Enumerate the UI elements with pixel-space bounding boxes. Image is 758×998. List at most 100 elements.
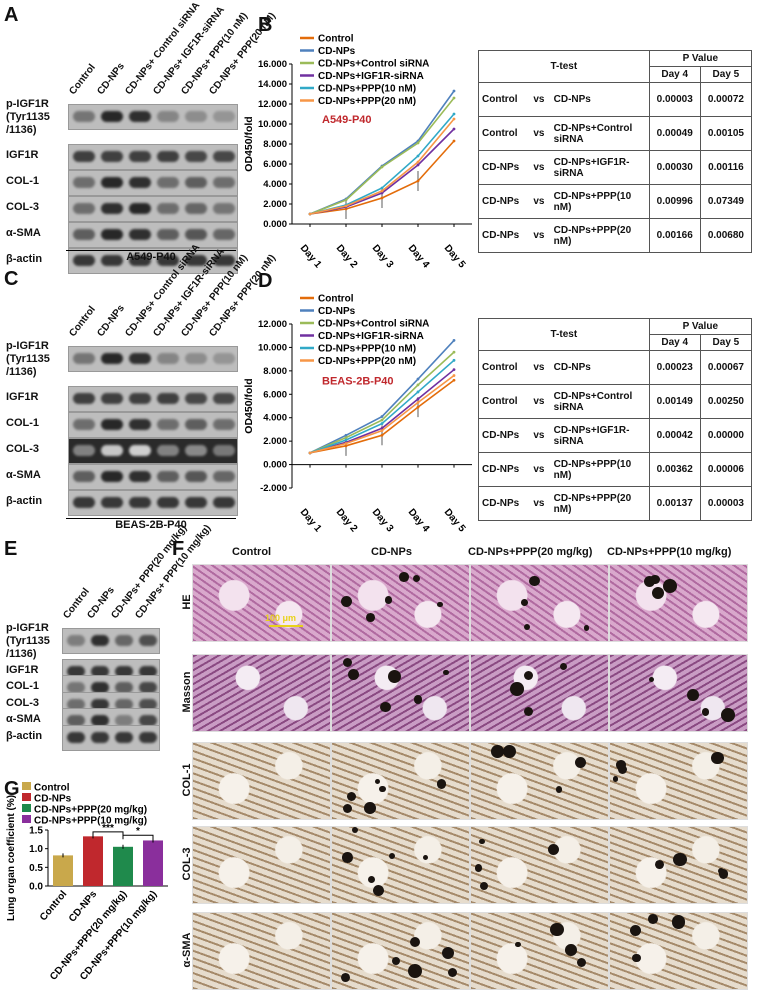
particle-spot bbox=[521, 599, 528, 606]
particle-spot bbox=[509, 682, 524, 696]
particle-spot bbox=[560, 663, 568, 671]
data-point bbox=[452, 117, 456, 121]
table-row: Control vs CD-NPs 0.00003 0.00072 bbox=[478, 82, 753, 117]
data-point bbox=[344, 442, 348, 445]
blot-row-label: COL-1 bbox=[6, 175, 39, 187]
table-row: CD-NPs vs CD-NPs+PPP(20 nM) 0.00166 0.00680 bbox=[478, 218, 753, 253]
data-point bbox=[380, 196, 384, 200]
legend-entry: Control bbox=[34, 783, 70, 794]
data-point bbox=[344, 444, 348, 448]
blot-band bbox=[73, 497, 95, 508]
legend-entry: CD-NPs+IGF1R-siRNA bbox=[318, 71, 424, 82]
blot-row-label: IGF1R bbox=[6, 663, 39, 676]
particle-spot bbox=[550, 922, 564, 937]
blot-band bbox=[101, 255, 123, 266]
blot-strip bbox=[68, 386, 238, 412]
blot-row-label: IGF1R bbox=[6, 391, 39, 403]
panel-letter-g: G bbox=[4, 778, 20, 800]
blot-band bbox=[185, 111, 207, 122]
table-header: P Value bbox=[648, 50, 753, 67]
particle-spot bbox=[342, 804, 352, 814]
table-cell: CD-NPs bbox=[478, 218, 531, 253]
y-tick-label: 2.000 bbox=[263, 199, 287, 210]
blot-row-label: α-SMA bbox=[6, 713, 41, 725]
table-cell: 0.00030 bbox=[648, 150, 701, 185]
blot-band bbox=[73, 111, 95, 122]
y-tick-label: 14.000 bbox=[258, 79, 287, 90]
table-cell: 0.00042 bbox=[648, 418, 701, 453]
y-tick-label: 1.0 bbox=[29, 844, 43, 855]
particle-spot bbox=[366, 613, 375, 623]
blot-band bbox=[213, 203, 235, 214]
legend-entry: Control bbox=[318, 34, 354, 45]
blot-band bbox=[129, 445, 151, 456]
blot-band bbox=[157, 255, 179, 266]
histology-image bbox=[331, 742, 470, 820]
blot-band bbox=[91, 665, 109, 677]
blot-row-label: COL-3 bbox=[6, 443, 39, 455]
bar bbox=[53, 855, 73, 886]
particle-spot bbox=[380, 702, 391, 713]
data-point bbox=[416, 377, 420, 381]
legend-entry: CD-NPs+Control siRNA bbox=[318, 319, 429, 330]
histology-image bbox=[609, 912, 748, 990]
blot-band bbox=[157, 419, 179, 430]
blot-band bbox=[185, 419, 207, 430]
blot-row-label: β-actin bbox=[6, 729, 43, 742]
particle-spot bbox=[671, 915, 686, 929]
legend-entry: CD-NPs+PPP(10 mg/kg) bbox=[34, 816, 147, 827]
particle-spot bbox=[351, 827, 358, 834]
blot-band bbox=[73, 445, 95, 456]
particle-spot bbox=[391, 956, 401, 966]
legend-swatch bbox=[22, 815, 31, 823]
legend-entry: CD-NPs+PPP(20 mg/kg) bbox=[34, 805, 147, 816]
data-point bbox=[344, 198, 348, 202]
ttest-table: T-test P Value Day 4 Day 5 Control vs CD-NPs 0.… bbox=[478, 50, 753, 253]
blot-band bbox=[157, 471, 179, 482]
blot-band bbox=[73, 353, 95, 364]
particle-spot bbox=[399, 572, 409, 582]
table-cell: 0.00116 bbox=[699, 150, 753, 185]
table-cell: 0.00006 bbox=[699, 452, 753, 487]
particle-spot bbox=[673, 853, 687, 867]
y-tick-label: 10.000 bbox=[258, 119, 287, 130]
blot-band bbox=[73, 393, 95, 404]
blot-row-label: COL-3 bbox=[6, 696, 39, 709]
y-axis-label: OD450/fold bbox=[243, 378, 255, 433]
particle-spot bbox=[412, 574, 420, 582]
blot-band bbox=[101, 445, 123, 456]
table-header: P Value bbox=[648, 318, 753, 335]
blot-band bbox=[213, 255, 235, 266]
particle-spot bbox=[529, 575, 540, 586]
table-row: CD-NPs vs CD-NPs+IGF1R-siRNA 0.00042 0.00000 bbox=[478, 418, 753, 453]
caption-line-a bbox=[66, 250, 236, 251]
data-point bbox=[344, 433, 348, 437]
particle-spot bbox=[583, 625, 590, 631]
blot-band bbox=[129, 497, 151, 508]
particle-spot bbox=[375, 779, 381, 785]
blot-band bbox=[139, 682, 157, 693]
table-header: Day 4 bbox=[648, 334, 701, 351]
data-point bbox=[416, 401, 420, 404]
particle-spot bbox=[480, 881, 489, 890]
blot-strip bbox=[68, 170, 238, 196]
table-cell: 0.00003 bbox=[699, 486, 753, 521]
y-tick-label: 0.0 bbox=[29, 882, 43, 893]
blot-band bbox=[67, 731, 85, 743]
x-tick-label: Day 4 bbox=[406, 243, 432, 271]
y-tick-label: -2.000 bbox=[260, 483, 287, 494]
data-point bbox=[380, 415, 384, 418]
x-tick-label: Day 2 bbox=[334, 507, 360, 535]
blot-band bbox=[157, 445, 179, 456]
data-point bbox=[452, 127, 456, 131]
blot-band bbox=[91, 682, 109, 693]
blot-band bbox=[157, 111, 179, 122]
particle-spot bbox=[388, 669, 402, 683]
caption-a: A549-P40 bbox=[126, 251, 176, 263]
blot-band bbox=[157, 229, 179, 240]
data-point bbox=[380, 433, 384, 437]
table-header: T-test bbox=[478, 50, 650, 83]
table-cell: CD-NPs bbox=[478, 486, 531, 521]
blot-strip bbox=[68, 144, 238, 170]
